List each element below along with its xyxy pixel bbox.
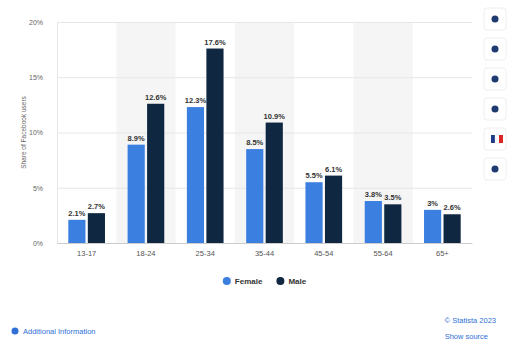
tool-icon [492, 76, 499, 83]
bar [384, 204, 401, 243]
data-label: 8.5% [246, 138, 263, 147]
y-tick-label: 5% [33, 184, 43, 191]
tool-button[interactable] [484, 128, 506, 150]
y-tick-label: 20% [29, 19, 43, 26]
tool-button[interactable] [484, 98, 506, 120]
y-tick-label: 0% [33, 240, 43, 247]
data-labels: 2.1% 8.9% 12.3% 8.5% 5.5% 3.8% 3% 2.7% 12.6% 17.6… [68, 38, 461, 218]
grid-line [57, 77, 472, 78]
data-label: 2.6% [444, 203, 461, 212]
grid-line [57, 133, 472, 134]
data-label: 8.9% [128, 134, 145, 143]
plot-area: 0% 5% 10% 15% 20% 13-17 18-24 25-34 35-44 45-54 55… [29, 19, 473, 259]
button-frame [484, 68, 506, 90]
legend-swatch [276, 277, 284, 285]
legend-item[interactable]: Female [223, 277, 263, 286]
button-frame [484, 98, 506, 120]
bar [206, 49, 223, 243]
y-tick-label: 10% [29, 129, 43, 136]
info-icon [12, 328, 19, 335]
data-label: 10.9% [264, 112, 286, 121]
data-label: 12.3% [185, 96, 207, 105]
flag-stripe [499, 135, 503, 143]
y-axis: 0% 5% 10% 15% 20% [29, 19, 472, 247]
tool-icon [492, 46, 499, 53]
x-tick: 13-17 [77, 243, 96, 258]
tool-button[interactable] [484, 38, 506, 60]
y-tick: 15% [29, 74, 472, 81]
y-axis-title: Share of Facebook users [20, 95, 27, 168]
bar [444, 214, 461, 243]
bar [147, 104, 164, 243]
tool-icon [492, 106, 499, 113]
data-label: 6.1% [325, 165, 342, 174]
additional-info[interactable]: Additional Information [12, 327, 96, 336]
legend: Female Male [223, 277, 307, 286]
x-tick-label: 35-44 [255, 249, 274, 258]
data-label: 3% [427, 199, 438, 208]
grid-line [57, 188, 472, 189]
bar [305, 182, 322, 243]
annotation[interactable]: © Statista 2023 [445, 316, 496, 325]
data-label: 12.6% [145, 93, 167, 102]
data-label: 3.8% [365, 190, 382, 199]
bars [68, 49, 460, 243]
x-tick-label: 65+ [436, 249, 449, 258]
x-tick: 45-54 [314, 243, 333, 258]
bar [187, 107, 204, 243]
tool-button[interactable] [484, 158, 506, 180]
tool-icon [492, 16, 499, 23]
bar [266, 123, 283, 243]
bar [88, 213, 105, 243]
grid-line [57, 243, 472, 244]
x-tick-label: 18-24 [136, 249, 155, 258]
data-label: 2.7% [88, 202, 105, 211]
legend-swatch [223, 277, 231, 285]
button-frame [484, 38, 506, 60]
bar [424, 210, 441, 243]
annotation[interactable]: Show source [445, 332, 488, 341]
bar [246, 149, 263, 243]
bar [365, 201, 382, 243]
x-tick: 25-34 [196, 243, 215, 258]
grid-line [57, 22, 472, 23]
tool-icon [492, 166, 499, 173]
flag-stripe [491, 135, 495, 143]
x-tick: 35-44 [255, 243, 274, 258]
chart: 0% 5% 10% 15% 20% 13-17 18-24 25-34 35-44 45-54 55… [0, 0, 512, 349]
annotation: Additional Information [23, 327, 96, 336]
bar [128, 145, 145, 243]
flag-stripe [495, 135, 499, 143]
bar [325, 176, 342, 243]
legend-label: Male [288, 277, 306, 286]
data-label: 3.5% [384, 193, 401, 202]
x-tick-label: 25-34 [196, 249, 215, 258]
x-tick: 18-24 [136, 243, 155, 258]
x-tick-label: 45-54 [314, 249, 333, 258]
button-frame [484, 8, 506, 30]
x-tick: 55-64 [373, 243, 392, 258]
button-frame [484, 128, 506, 150]
toolbar [484, 8, 506, 180]
y-tick: 10% [29, 129, 472, 136]
x-axis-line [58, 243, 473, 244]
button-frame [484, 158, 506, 180]
x-tick-label: 55-64 [373, 249, 392, 258]
data-label: 2.1% [68, 209, 85, 218]
legend-label: Female [235, 277, 263, 286]
y-axis-line [58, 23, 473, 244]
data-label: 5.5% [305, 171, 322, 180]
y-tick-label: 15% [29, 74, 43, 81]
tool-button[interactable] [484, 68, 506, 90]
tool-button[interactable] [484, 8, 506, 30]
legend-item[interactable]: Male [276, 277, 306, 286]
x-tick: 65+ [436, 243, 449, 258]
bar [68, 220, 85, 243]
x-axis: 13-17 18-24 25-34 35-44 45-54 55-64 65+ [58, 243, 473, 258]
y-tick: 20% [29, 19, 472, 26]
x-tick-label: 13-17 [77, 249, 96, 258]
data-label: 17.6% [204, 38, 226, 47]
